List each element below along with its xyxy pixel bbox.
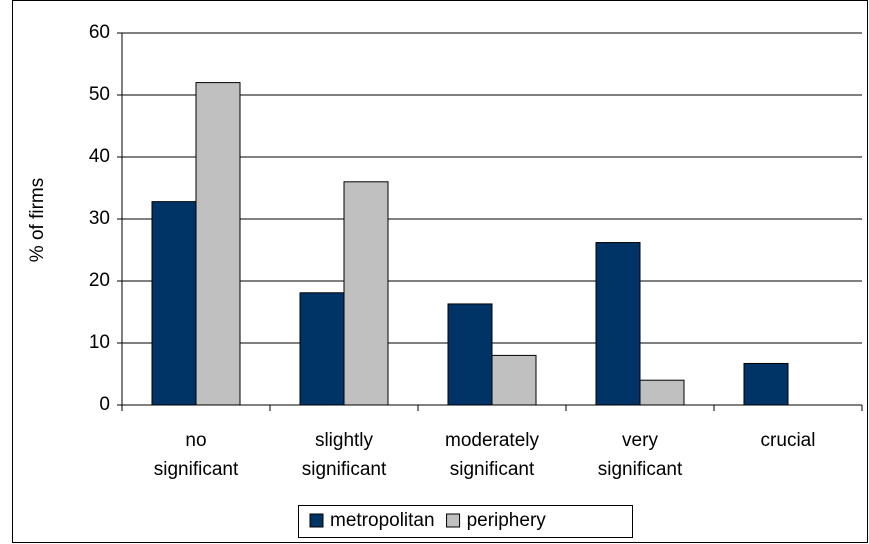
bar [195, 82, 241, 406]
legend-swatch [309, 513, 324, 528]
bar [151, 201, 197, 406]
bar [595, 242, 641, 406]
y-tick-label: 10 [89, 332, 110, 353]
y-axis-label: % of firms [27, 178, 48, 262]
bar [299, 292, 345, 406]
bar [343, 181, 389, 406]
y-tick-label: 60 [89, 22, 110, 43]
y-tick-label: 20 [89, 270, 110, 291]
x-tick-label: crucial [761, 430, 816, 451]
legend-box [298, 505, 633, 538]
legend-label: metropolitan [330, 510, 435, 531]
legend-swatch [446, 513, 461, 528]
chart-frame [12, 0, 868, 543]
x-tick-label: slightly significant [302, 430, 387, 480]
x-tick-label: very significant [598, 430, 683, 480]
y-tick-label: 50 [89, 84, 110, 105]
bar [639, 379, 685, 406]
x-tick-label: no significant [154, 430, 239, 480]
bar [491, 354, 537, 406]
x-tick-label: moderately significant [445, 430, 539, 480]
bar [447, 303, 493, 406]
legend-label: periphery [467, 510, 547, 531]
y-tick-label: 0 [99, 394, 110, 415]
y-tick-label: 30 [89, 208, 110, 229]
bar [743, 362, 789, 406]
y-tick-label: 40 [89, 146, 110, 167]
